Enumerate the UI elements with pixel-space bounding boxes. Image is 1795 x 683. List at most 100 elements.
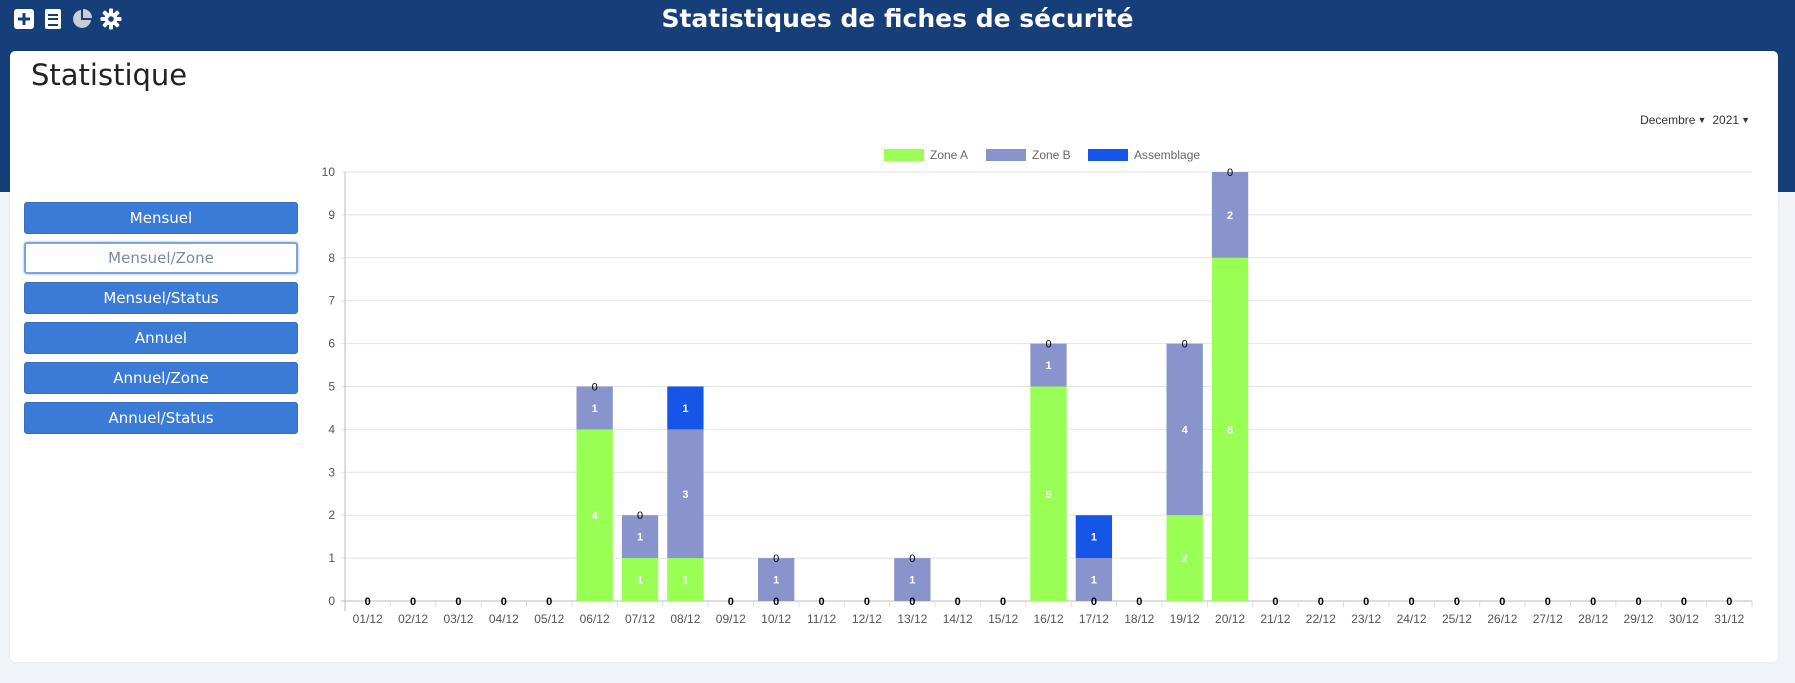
x-tick-label: 29/12: [1624, 612, 1654, 626]
mensuel-status-button[interactable]: Mensuel/Status: [24, 282, 298, 314]
app-title: Statistiques de fiches de sécurité: [661, 4, 1134, 33]
y-tick-label: 5: [328, 380, 335, 394]
bar-assemblage: [667, 386, 704, 430]
annuel-status-button[interactable]: Annuel/Status: [24, 402, 298, 434]
bar-zone-a: [667, 558, 704, 601]
x-tick-label: 08/12: [670, 612, 700, 626]
data-label: 1: [1091, 532, 1097, 544]
data-label: 0: [773, 553, 779, 565]
annuel-zone-button[interactable]: Annuel/Zone: [24, 362, 298, 394]
data-label: 0: [955, 596, 961, 608]
bar-zone-b: [621, 515, 659, 559]
bar-zone-a: [1211, 257, 1249, 601]
x-tick-label: 18/12: [1124, 612, 1154, 626]
data-label: 0: [1182, 339, 1188, 351]
data-label: 0: [728, 596, 734, 608]
data-label: 4: [592, 510, 599, 522]
x-tick-label: 01/12: [353, 612, 383, 626]
toolbar-icons: [12, 7, 123, 31]
data-label: 0: [909, 596, 915, 608]
year-select[interactable]: 2021 ▼: [1712, 113, 1750, 127]
data-label: 0: [1681, 596, 1687, 608]
x-tick-label: 20/12: [1215, 612, 1245, 626]
x-tick-label: 13/12: [897, 612, 927, 626]
x-tick-label: 26/12: [1487, 612, 1517, 626]
period-selectors: Decembre ▼ 2021 ▼: [1640, 113, 1750, 127]
data-label: 0: [1726, 596, 1732, 608]
legend-label: Zone A: [930, 148, 968, 162]
data-label: 0: [410, 596, 416, 608]
data-label: 0: [1318, 596, 1324, 608]
x-tick-label: 02/12: [398, 612, 428, 626]
x-tick-label: 06/12: [580, 612, 610, 626]
data-label: 0: [1045, 339, 1051, 351]
data-label: 0: [1635, 596, 1641, 608]
data-label: 1: [1091, 575, 1097, 587]
plus-square-icon[interactable]: [12, 7, 36, 31]
y-tick-label: 2: [328, 508, 335, 522]
mensuel-button[interactable]: Mensuel: [24, 202, 298, 234]
data-label: 0: [1227, 167, 1233, 179]
data-label: 1: [773, 575, 779, 587]
mensuel-zone-button[interactable]: Mensuel/Zone: [24, 242, 298, 274]
x-tick-label: 14/12: [943, 612, 973, 626]
y-tick-label: 6: [328, 337, 335, 351]
data-label: 2: [1227, 210, 1233, 222]
bar-zone-b: [1075, 558, 1113, 601]
data-label: 1: [682, 403, 688, 415]
x-tick-label: 25/12: [1442, 612, 1472, 626]
bar-zone-a: [576, 429, 613, 601]
bar-zone-b: [576, 386, 613, 430]
stat-type-menu: Mensuel Mensuel/Zone Mensuel/Status Annu…: [24, 202, 298, 442]
bar-zone-b: [758, 558, 795, 601]
x-tick-label: 03/12: [443, 612, 473, 626]
y-tick-label: 3: [328, 465, 335, 479]
x-tick-label: 17/12: [1079, 612, 1109, 626]
x-tick-label: 09/12: [716, 612, 746, 626]
legend-label: Zone B: [1032, 148, 1071, 162]
x-tick-label: 15/12: [988, 612, 1018, 626]
y-tick-label: 0: [328, 594, 335, 608]
x-tick-label: 07/12: [625, 612, 655, 626]
bar-assemblage: [1075, 515, 1113, 559]
year-select-value: 2021: [1712, 113, 1740, 127]
pie-chart-icon[interactable]: [70, 7, 94, 31]
data-label: 0: [455, 596, 461, 608]
month-select-value: Decembre: [1640, 113, 1696, 127]
bar-zone-b: [1166, 343, 1203, 516]
x-tick-label: 23/12: [1351, 612, 1381, 626]
annuel-button[interactable]: Annuel: [24, 322, 298, 354]
data-label: 2: [1182, 553, 1188, 565]
data-label: 0: [864, 596, 870, 608]
data-label: 1: [1045, 360, 1051, 372]
bar-zone-b: [667, 429, 704, 559]
data-label: 0: [819, 596, 825, 608]
data-label: 0: [1409, 596, 1415, 608]
legend-label: Assemblage: [1134, 148, 1200, 162]
data-label: 1: [909, 575, 915, 587]
data-label: 0: [1000, 596, 1006, 608]
month-select[interactable]: Decembre ▼: [1640, 113, 1706, 127]
x-tick-label: 16/12: [1033, 612, 1063, 626]
data-label: 0: [1545, 596, 1551, 608]
x-tick-label: 31/12: [1714, 612, 1744, 626]
data-label: 0: [1454, 596, 1460, 608]
data-label: 0: [1590, 596, 1596, 608]
x-tick-label: 05/12: [534, 612, 564, 626]
y-tick-label: 1: [328, 551, 335, 565]
gear-icon[interactable]: [99, 7, 123, 31]
notebook-icon[interactable]: [41, 7, 65, 31]
data-label: 4: [1182, 424, 1189, 436]
bar-zone-a: [1030, 386, 1067, 601]
data-label: 0: [1136, 596, 1142, 608]
y-tick-label: 10: [322, 165, 336, 179]
chevron-down-icon: ▼: [1697, 115, 1707, 125]
x-tick-label: 24/12: [1397, 612, 1427, 626]
data-label: 0: [501, 596, 507, 608]
x-tick-label: 19/12: [1170, 612, 1200, 626]
data-label: 0: [637, 510, 643, 522]
data-label: 0: [546, 596, 552, 608]
x-tick-label: 10/12: [761, 612, 791, 626]
y-tick-label: 9: [328, 208, 335, 222]
bar-zone-a: [1166, 515, 1203, 601]
